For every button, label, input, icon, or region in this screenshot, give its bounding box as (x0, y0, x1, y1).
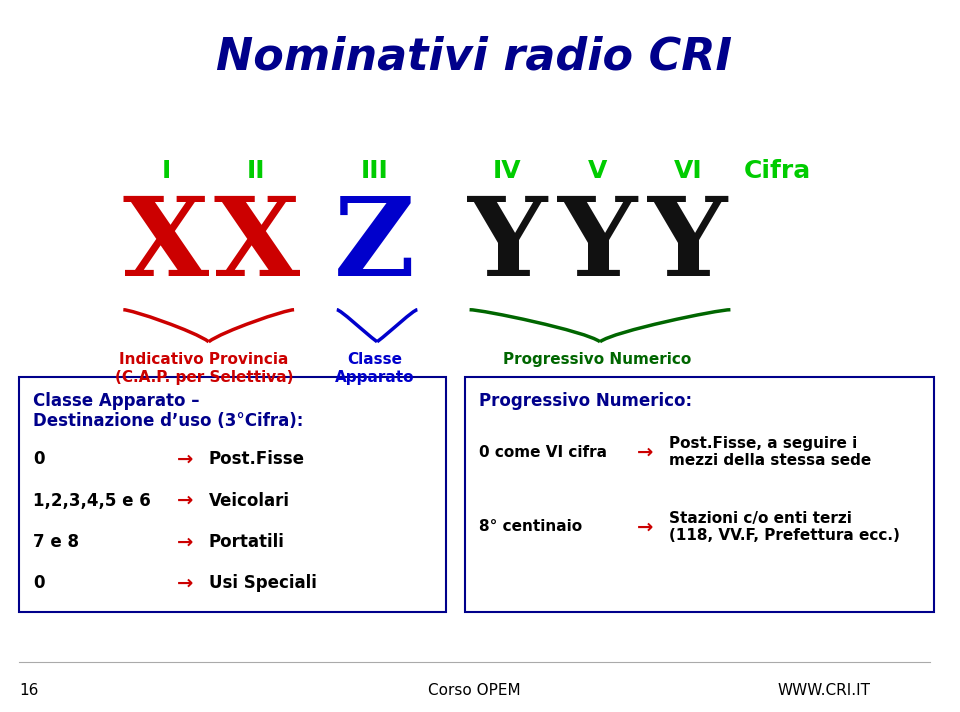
Text: →: → (177, 450, 193, 468)
Text: WWW.CRI.IT: WWW.CRI.IT (778, 683, 871, 698)
Text: I: I (161, 159, 171, 183)
Text: X: X (213, 192, 300, 299)
Text: Indicativo Provincia
(C.A.P. per Selettiva): Indicativo Provincia (C.A.P. per Seletti… (114, 352, 293, 385)
Text: Portatili: Portatili (208, 533, 284, 551)
Text: Stazioni c/o enti terzi
(118, VV.F, Prefettura ecc.): Stazioni c/o enti terzi (118, VV.F, Pref… (669, 511, 900, 543)
Text: IV: IV (493, 159, 522, 183)
Text: 0 come VI cifra: 0 come VI cifra (479, 444, 607, 460)
Text: VI: VI (673, 159, 702, 183)
Text: Y: Y (558, 192, 637, 299)
Text: 0: 0 (34, 450, 45, 468)
Text: II: II (247, 159, 265, 183)
Text: →: → (177, 574, 193, 592)
Text: Classe Apparato –
Destinazione d’uso (3°Cifra):: Classe Apparato – Destinazione d’uso (3°… (34, 392, 303, 430)
Text: Nominativi radio CRI: Nominativi radio CRI (216, 36, 732, 78)
Text: Corso OPEM: Corso OPEM (428, 683, 520, 698)
Text: Y: Y (468, 192, 547, 299)
FancyBboxPatch shape (19, 377, 445, 612)
Text: 16: 16 (19, 683, 38, 698)
Text: →: → (177, 491, 193, 510)
Text: Classe
Apparato: Classe Apparato (335, 352, 415, 385)
Text: Progressivo Numerico:: Progressivo Numerico: (479, 392, 692, 409)
Text: →: → (177, 533, 193, 551)
Text: V: V (588, 159, 608, 183)
Text: Cifra: Cifra (744, 159, 811, 183)
Text: Veicolari: Veicolari (208, 491, 290, 510)
Text: Post.Fisse, a seguire i
mezzi della stessa sede: Post.Fisse, a seguire i mezzi della stes… (669, 436, 871, 468)
Text: Progressivo Numerico: Progressivo Numerico (503, 352, 692, 367)
Text: 1,2,3,4,5 e 6: 1,2,3,4,5 e 6 (34, 491, 151, 510)
Text: →: → (636, 518, 653, 536)
Text: X: X (123, 192, 209, 299)
Text: →: → (636, 443, 653, 461)
Text: 8° centinaio: 8° centinaio (479, 519, 582, 535)
FancyBboxPatch shape (465, 377, 934, 612)
Text: Usi Speciali: Usi Speciali (208, 574, 317, 592)
Text: Post.Fisse: Post.Fisse (208, 450, 304, 468)
Text: Z: Z (334, 192, 416, 299)
Text: 0: 0 (34, 574, 45, 592)
Text: 7 e 8: 7 e 8 (34, 533, 80, 551)
Text: III: III (361, 159, 389, 183)
Text: Y: Y (648, 192, 728, 299)
